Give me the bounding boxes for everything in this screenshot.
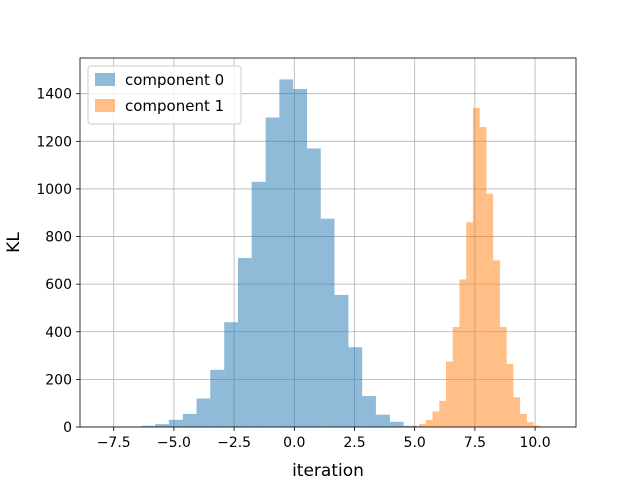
histogram-bar-component-1 bbox=[493, 260, 500, 427]
y-tick-label: 600 bbox=[45, 277, 72, 293]
histogram-bar-component-1 bbox=[520, 413, 527, 427]
y-axis-label: KL bbox=[4, 232, 24, 253]
histogram-bar-component-0 bbox=[168, 419, 183, 427]
x-tick-label: 5.0 bbox=[404, 435, 426, 451]
histogram-bar-component-1 bbox=[526, 422, 534, 427]
legend-box bbox=[87, 65, 242, 125]
histogram-bar-component-0 bbox=[389, 421, 404, 427]
histogram-bar-component-0 bbox=[182, 413, 197, 427]
histogram-bar-component-0 bbox=[279, 79, 294, 427]
y-tick-label: 1400 bbox=[36, 87, 72, 103]
legend-swatch-component-0 bbox=[95, 73, 115, 86]
x-tick-label: −2.5 bbox=[217, 435, 251, 451]
histogram-bar-component-0 bbox=[265, 117, 280, 428]
y-tick-label: 400 bbox=[45, 325, 72, 341]
x-tick-label: 2.5 bbox=[343, 435, 365, 451]
histogram-bar-component-0 bbox=[224, 322, 238, 427]
histogram-bar-component-1 bbox=[439, 400, 446, 427]
histogram-bar-component-0 bbox=[375, 414, 390, 427]
y-tick-label: 800 bbox=[45, 230, 72, 246]
y-tick-label: 200 bbox=[45, 372, 72, 388]
histogram-bar-component-0 bbox=[237, 257, 252, 427]
histogram-bar-component-0 bbox=[307, 148, 321, 427]
legend-label-component-1: component 1 bbox=[125, 97, 224, 115]
histogram-bar-component-0 bbox=[403, 425, 418, 427]
histogram-bar-component-1 bbox=[452, 327, 460, 427]
y-tick-label: 0 bbox=[63, 420, 72, 436]
x-tick-label: −5.0 bbox=[157, 435, 191, 451]
histogram-bar-component-0 bbox=[251, 181, 266, 427]
histogram-bar-component-1 bbox=[445, 361, 453, 427]
histogram-bar-component-1 bbox=[479, 127, 487, 428]
histogram-bar-component-1 bbox=[499, 327, 507, 427]
histogram-bar-component-1 bbox=[425, 419, 433, 427]
x-axis-ticks: −7.5 −5.0 −2.5 0.0 2.5 5.0 7.5 10.0 bbox=[97, 427, 551, 451]
x-tick-label: 7.5 bbox=[464, 435, 486, 451]
x-axis-label: iteration bbox=[292, 461, 364, 480]
histogram-bar-component-1 bbox=[419, 424, 426, 427]
plot-frame bbox=[79, 57, 577, 428]
histogram-bar-component-1 bbox=[432, 411, 440, 427]
histogram-bar-component-0 bbox=[348, 347, 363, 427]
histogram-bar-component-0 bbox=[196, 398, 211, 427]
y-tick-label: 1200 bbox=[36, 134, 72, 150]
histogram-bar-component-0 bbox=[293, 88, 308, 427]
legend: component 0 component 1 bbox=[87, 65, 242, 125]
x-tick-label: 0.0 bbox=[283, 435, 305, 451]
y-tick-label: 1000 bbox=[36, 182, 72, 198]
histogram-bar-component-0 bbox=[141, 425, 156, 427]
histogram-bar-component-1 bbox=[506, 363, 514, 427]
histogram-bar-component-0 bbox=[362, 396, 376, 427]
legend-swatch-component-1 bbox=[95, 99, 115, 112]
histogram-bars bbox=[113, 79, 541, 428]
histogram-bar-component-1 bbox=[533, 425, 541, 427]
histogram-bar-component-0 bbox=[155, 424, 169, 427]
y-axis-ticks: 0 200 400 600 800 1000 1200 1400 bbox=[36, 87, 80, 436]
histogram-bar-component-1 bbox=[486, 193, 494, 427]
legend-label-component-0: component 0 bbox=[125, 71, 224, 89]
histogram-bar-component-0 bbox=[320, 218, 335, 427]
histogram-bar-component-1 bbox=[472, 107, 480, 428]
histogram-bar-component-0 bbox=[334, 294, 349, 427]
x-tick-label: 10.0 bbox=[519, 435, 550, 451]
histogram-bar-component-1 bbox=[513, 397, 521, 427]
x-tick-label: −7.5 bbox=[97, 435, 131, 451]
histogram-bar-component-0 bbox=[210, 369, 225, 427]
histogram-bar-component-1 bbox=[459, 279, 467, 427]
histogram-bar-component-1 bbox=[466, 222, 473, 427]
